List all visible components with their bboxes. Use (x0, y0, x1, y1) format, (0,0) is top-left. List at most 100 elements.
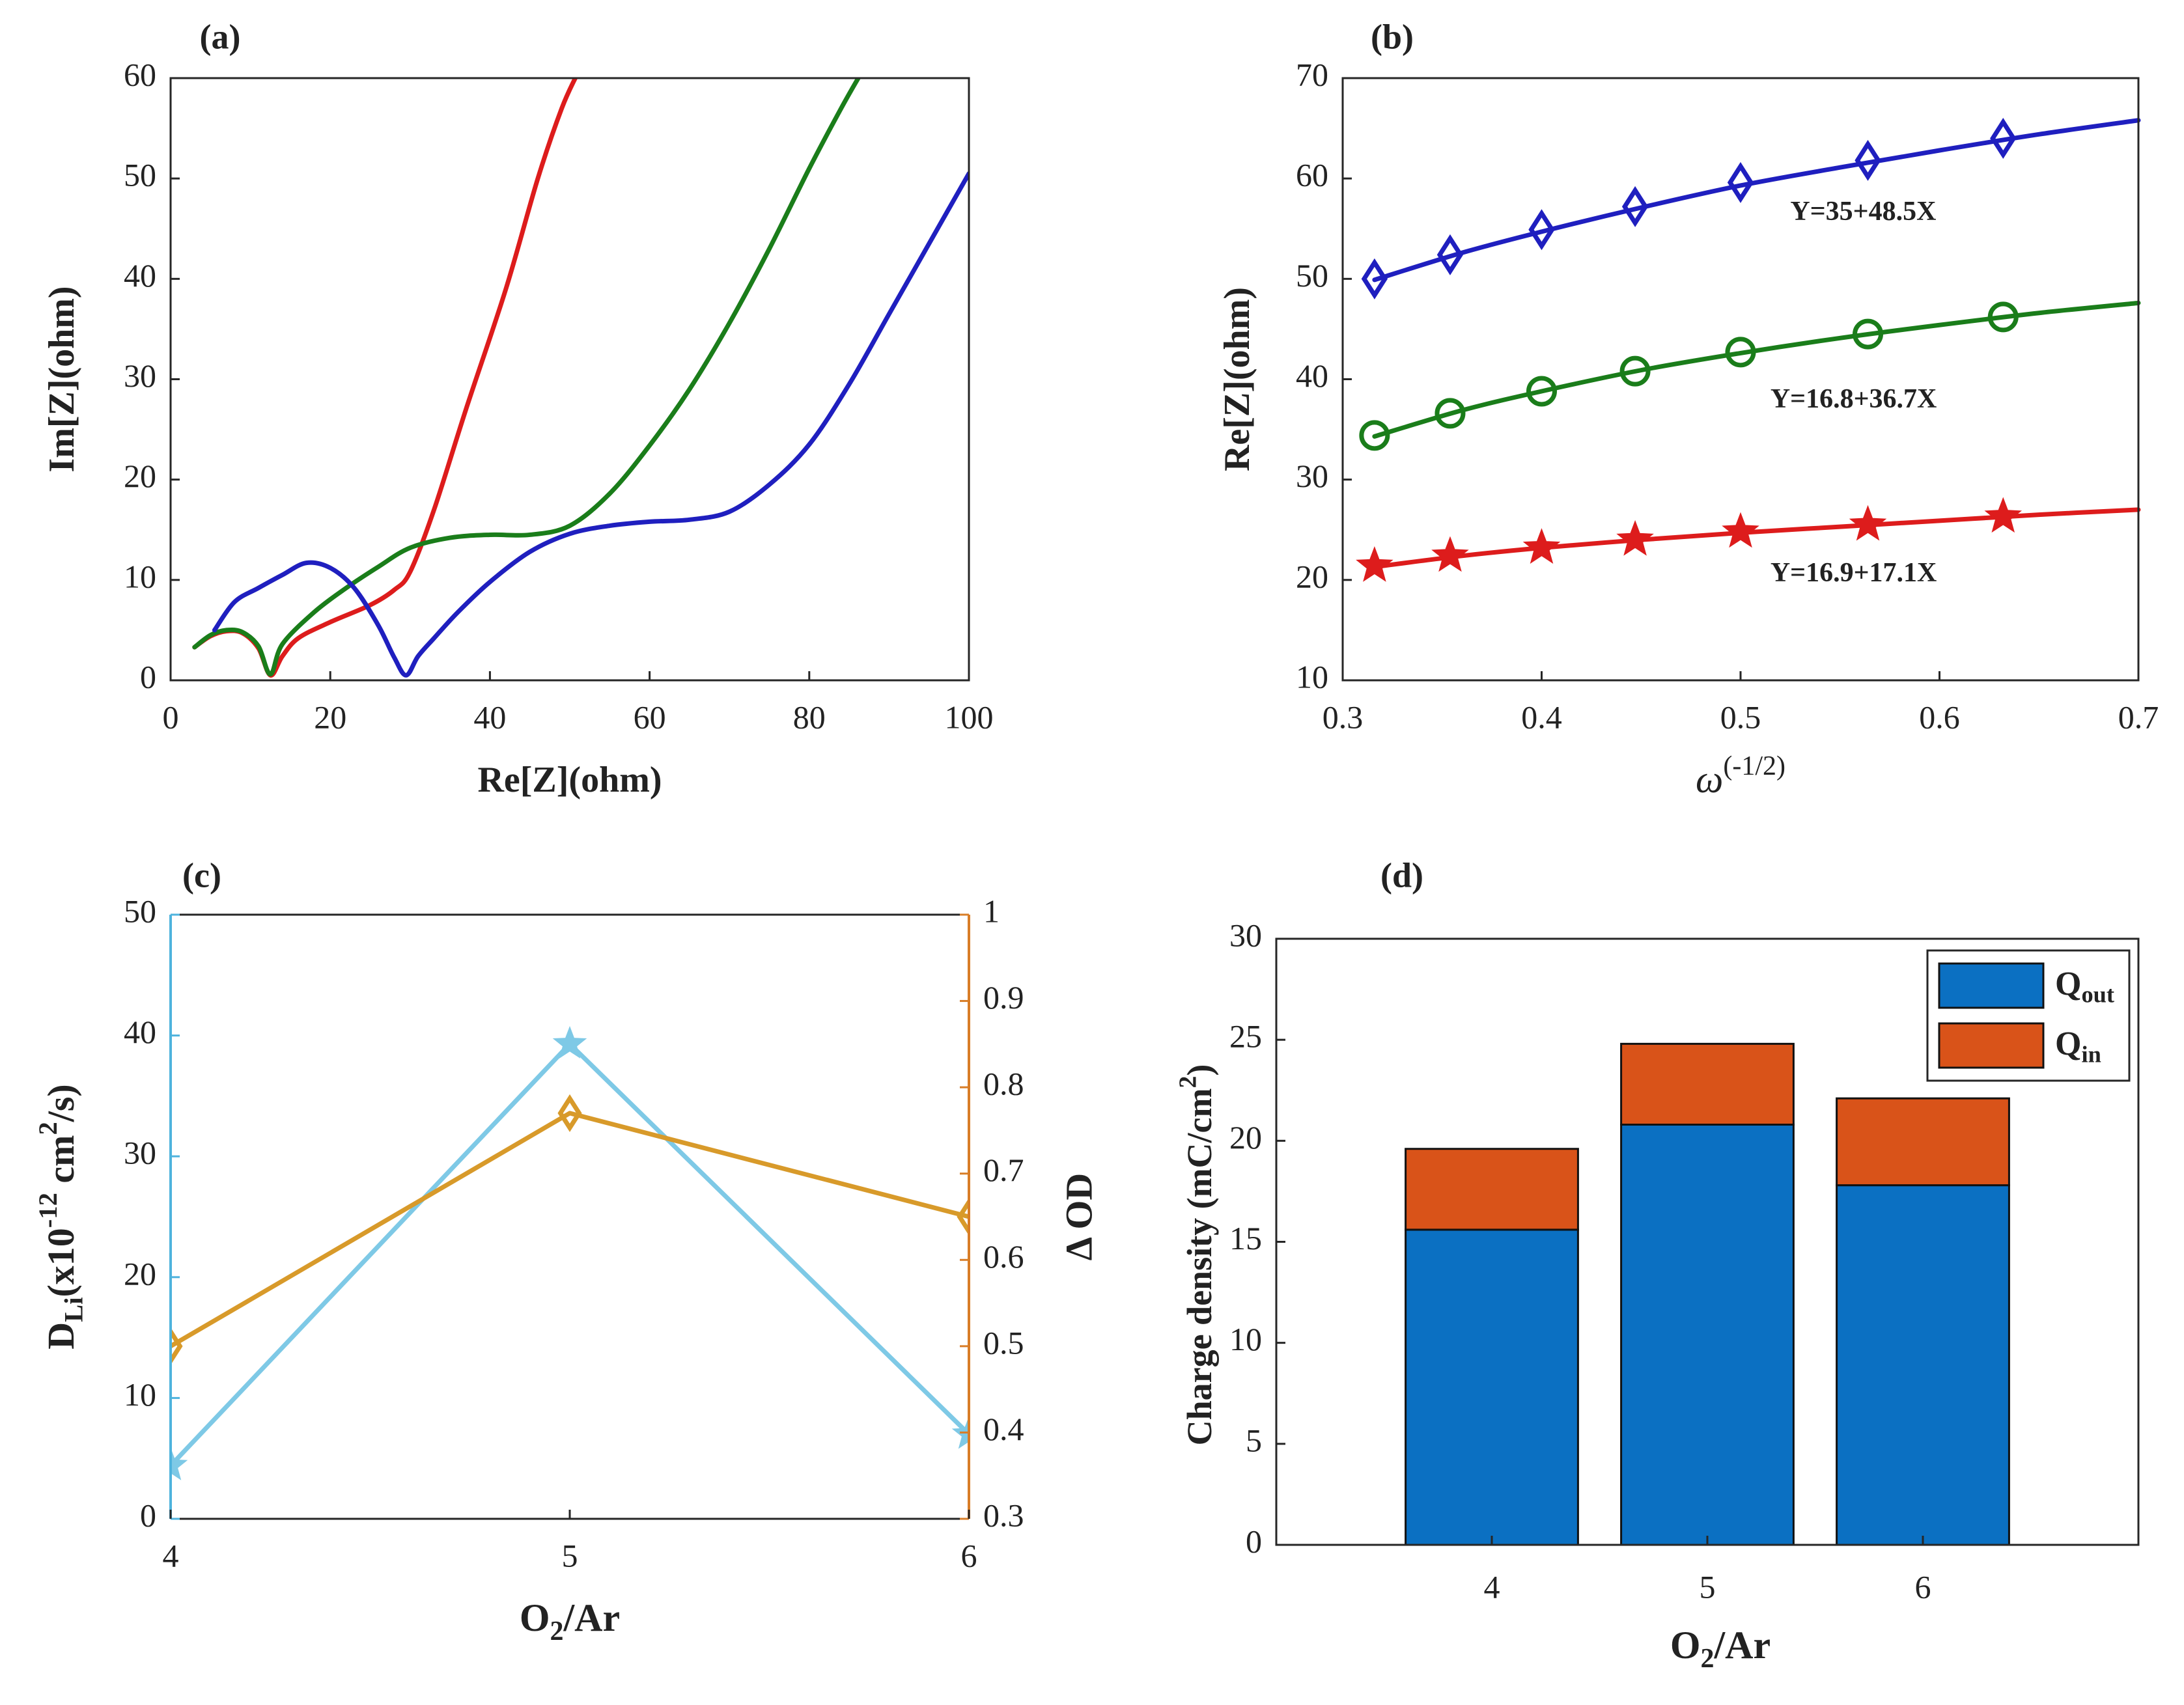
bar-Q_out-5 (1620, 1124, 1795, 1546)
c-ytick-left-label-0: 0 (140, 1497, 156, 1533)
xlabel-b: ω(-1/2) (1696, 751, 1785, 801)
bar-Q_in-6 (1836, 1097, 2010, 1187)
d-ytick-label-2: 10 (1229, 1321, 1262, 1357)
panel-label-d: (d) (1380, 855, 1423, 894)
series-b-2-point-0 (1356, 546, 1393, 582)
legend-label-0-part-0: Q (2055, 965, 2081, 1003)
ylabel-c-left-part-2: (x10 (40, 1228, 82, 1297)
a-ytick-label-0: 0 (140, 658, 156, 695)
a-ytick-label-4: 40 (124, 257, 156, 294)
xlabel-a: Re[Z](ohm) (477, 760, 662, 800)
d-ytick-label-1: 5 (1246, 1422, 1262, 1458)
series-b-1-point-6 (1987, 301, 2019, 333)
panel-label-c: (c) (182, 855, 221, 894)
c-ytick-left-label-5: 50 (124, 893, 156, 929)
legend-label-0-part-1: out (2081, 982, 2114, 1008)
bar-Q_out-6 (1836, 1184, 2010, 1546)
series-c-1-point-1 (557, 1094, 582, 1132)
series-b-0-point-2 (1528, 209, 1555, 251)
c-ytick-right-label-4: 0.7 (983, 1152, 1024, 1188)
series-group-c (171, 1025, 969, 1480)
series-b-0-point-4 (1727, 161, 1754, 203)
d-ytick-label-5: 25 (1229, 1018, 1262, 1055)
series-b-0-point-0 (1361, 258, 1388, 299)
bar-Q_in-5 (1620, 1042, 1795, 1126)
series-b-0-point-5 (1855, 139, 1881, 181)
b-xtick-label-2: 0.5 (1720, 699, 1761, 735)
c-ytick-right-label-0: 0.3 (983, 1497, 1024, 1533)
xlabel-c-part-0: O (520, 1596, 550, 1639)
series-c-1-point-2 (957, 1198, 969, 1236)
series-a-green-line (192, 78, 861, 677)
series-b-2-point-2 (1522, 528, 1561, 564)
series-b-0-point-1 (1436, 234, 1464, 275)
ylabel-c-left-part-1: Li (59, 1297, 89, 1322)
series-b-2-point-6 (1984, 497, 2023, 533)
d-xtick-label-0: 4 (1484, 1568, 1500, 1605)
series-b-1-point-4 (1725, 337, 1756, 368)
series-c-0-point-1 (552, 1025, 587, 1059)
b-xtick-label-0: 0.3 (1323, 699, 1364, 735)
ylabel-c-left-part-6: /s) (40, 1084, 82, 1122)
xlabel-d-part-2: /Ar (1714, 1624, 1771, 1667)
b-xtick-label-4: 0.7 (2118, 699, 2159, 735)
ylabel-c-left-part-5: 2 (33, 1122, 63, 1135)
plot-area-a (171, 78, 969, 680)
xlabel-b-part-1: (-1/2) (1723, 751, 1785, 781)
legend-label-1-part-1: in (2081, 1042, 2101, 1068)
ylabel-c-left-part-3: -12 (33, 1193, 63, 1228)
c-ytick-right-label-6: 0.9 (983, 979, 1024, 1016)
c-xtick-label-1: 5 (562, 1537, 578, 1573)
c-ytick-left-label-1: 10 (124, 1376, 156, 1413)
d-ytick-label-6: 30 (1229, 917, 1262, 953)
a-ytick-label-3: 30 (124, 357, 156, 394)
b-ytick-label-0: 10 (1296, 658, 1328, 695)
ylabel-a: Im[Z](ohm) (42, 286, 82, 472)
c-xtick-label-0: 4 (163, 1537, 179, 1573)
ylabel-d-part-2: ) (1180, 1064, 1219, 1076)
a-xtick-label-2: 40 (473, 699, 506, 735)
series-b-0-point-3 (1621, 186, 1649, 227)
a-xtick-label-4: 80 (793, 699, 826, 735)
ylabel-c-left-part-0: D (40, 1322, 82, 1350)
series-b-1-point-0 (1359, 420, 1390, 451)
plot-area-c (171, 915, 969, 1519)
c-ytick-left-label-3: 30 (124, 1135, 156, 1171)
b-ytick-label-4: 50 (1296, 257, 1328, 294)
xlabel-d-part-1: 2 (1701, 1644, 1715, 1674)
xlabel-b-part-0: ω (1696, 758, 1723, 801)
xlabel-c-part-2: /Ar (563, 1596, 621, 1639)
series-b-2-point-3 (1616, 520, 1654, 556)
c-ytick-left-label-4: 40 (124, 1014, 156, 1050)
bar-Q_out-4 (1405, 1228, 1579, 1546)
series-b-1-point-5 (1853, 318, 1884, 350)
ylabel-d-part-1: 2 (1174, 1076, 1201, 1088)
d-ytick-label-3: 15 (1229, 1220, 1262, 1256)
a-xtick-label-5: 100 (945, 699, 994, 735)
series-group-a (192, 78, 969, 678)
legend-swatch-1 (1938, 1022, 2045, 1069)
legend-label-1-part-0: Q (2055, 1025, 2081, 1062)
xlabel-d-part-0: O (1670, 1624, 1701, 1667)
a-ytick-label-2: 20 (124, 458, 156, 494)
a-xtick-label-0: 0 (163, 699, 179, 735)
series-b-0-point-6 (1990, 118, 2017, 159)
d-xtick-label-2: 6 (1915, 1568, 1931, 1605)
a-xtick-label-1: 20 (314, 699, 346, 735)
legend-label-1: Qin (2055, 1025, 2101, 1068)
d-ytick-label-0: 0 (1246, 1523, 1262, 1559)
ylabel-d-part-0: Charge density (mC/cm (1180, 1088, 1219, 1445)
ylabel-c-left: DLi(x10-12 cm2/s) (33, 1084, 88, 1350)
a-ytick-label-5: 50 (124, 157, 156, 193)
xlabel-c: O2/Ar (520, 1596, 620, 1646)
c-ytick-right-label-2: 0.5 (983, 1324, 1024, 1361)
series-c-1-line (171, 1111, 969, 1349)
c-ytick-right-label-1: 0.4 (983, 1411, 1024, 1447)
b-ytick-label-3: 40 (1296, 357, 1328, 394)
a-ytick-label-1: 10 (124, 558, 156, 594)
series-b-2-point-5 (1849, 505, 1887, 541)
fit-equation-b-1: Y=16.8+36.7X (1771, 384, 1937, 414)
b-xtick-label-3: 0.6 (1919, 699, 1960, 735)
